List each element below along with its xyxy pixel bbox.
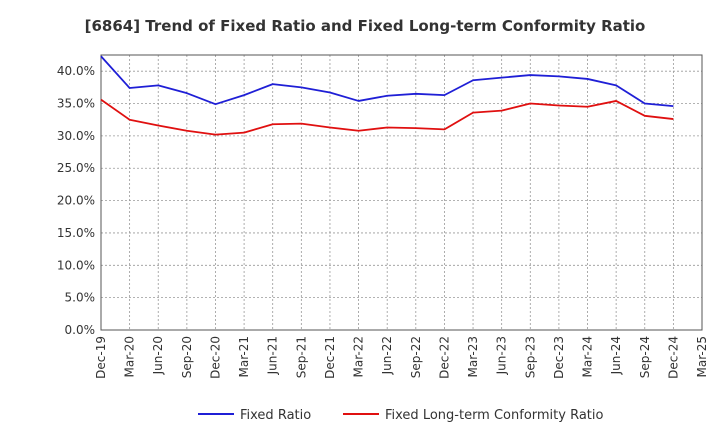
series-line-2 — [100, 98, 674, 136]
x-tick-label: Mar-25 — [695, 336, 709, 377]
y-tick-label: 20.0% — [57, 194, 95, 208]
x-tick-label: Jun-24 — [609, 336, 623, 375]
x-tick-label: Mar-22 — [352, 336, 366, 377]
legend: Fixed Ratio Fixed Long-term Conformity Ra… — [198, 408, 604, 423]
y-tick-label: 10.0% — [57, 258, 95, 272]
y-tick-label: 30.0% — [57, 129, 95, 143]
axes — [100, 54, 703, 331]
grid — [101, 55, 702, 330]
x-tick-label: Jun-23 — [495, 336, 509, 375]
x-tick-label: Dec-19 — [94, 336, 108, 379]
plot-frame — [100, 54, 703, 331]
x-tick-label: Dec-21 — [323, 336, 337, 379]
y-tick-label: 5.0% — [65, 291, 96, 305]
x-tick-label: Sep-20 — [180, 336, 194, 378]
x-tick-label: Jun-21 — [266, 336, 280, 375]
series-lines — [100, 55, 674, 136]
x-tick-label: Sep-21 — [294, 336, 308, 378]
x-tick-label: Mar-24 — [581, 336, 595, 377]
y-tick-label: 0.0% — [65, 323, 96, 337]
x-axis-ticks: Dec-19 Mar-20 Jun-20 Sep-20 Dec-20 Mar-21 Jun-… — [94, 336, 709, 379]
x-tick-label: Dec-23 — [552, 336, 566, 379]
x-tick-label: Sep-23 — [523, 336, 537, 378]
x-tick-label: Mar-20 — [123, 336, 137, 377]
series-line-1 — [100, 55, 674, 108]
y-tick-label: 25.0% — [57, 161, 95, 175]
y-axis-ticks: 0.0% 5.0% 10.0% 15.0% 20.0% 25.0% 30.0% 35.0% 40… — [57, 64, 95, 337]
legend-label-1: Fixed Ratio — [240, 408, 311, 423]
x-tick-label: Jun-20 — [151, 336, 165, 375]
x-tick-label: Dec-22 — [437, 336, 451, 379]
y-tick-label: 40.0% — [57, 64, 95, 78]
y-tick-label: 15.0% — [57, 226, 95, 240]
x-tick-label: Jun-22 — [380, 336, 394, 375]
legend-label-2: Fixed Long-term Conformity Ratio — [385, 408, 604, 423]
x-tick-label: Sep-24 — [638, 336, 652, 378]
x-tick-label: Mar-21 — [237, 336, 251, 377]
chart-title: [6864] Trend of Fixed Ratio and Fixed Lo… — [85, 17, 646, 35]
x-tick-label: Dec-20 — [208, 336, 222, 379]
y-tick-label: 35.0% — [57, 97, 95, 111]
x-tick-label: Dec-24 — [666, 336, 680, 379]
x-tick-label: Mar-23 — [466, 336, 480, 377]
x-tick-label: Sep-22 — [409, 336, 423, 378]
